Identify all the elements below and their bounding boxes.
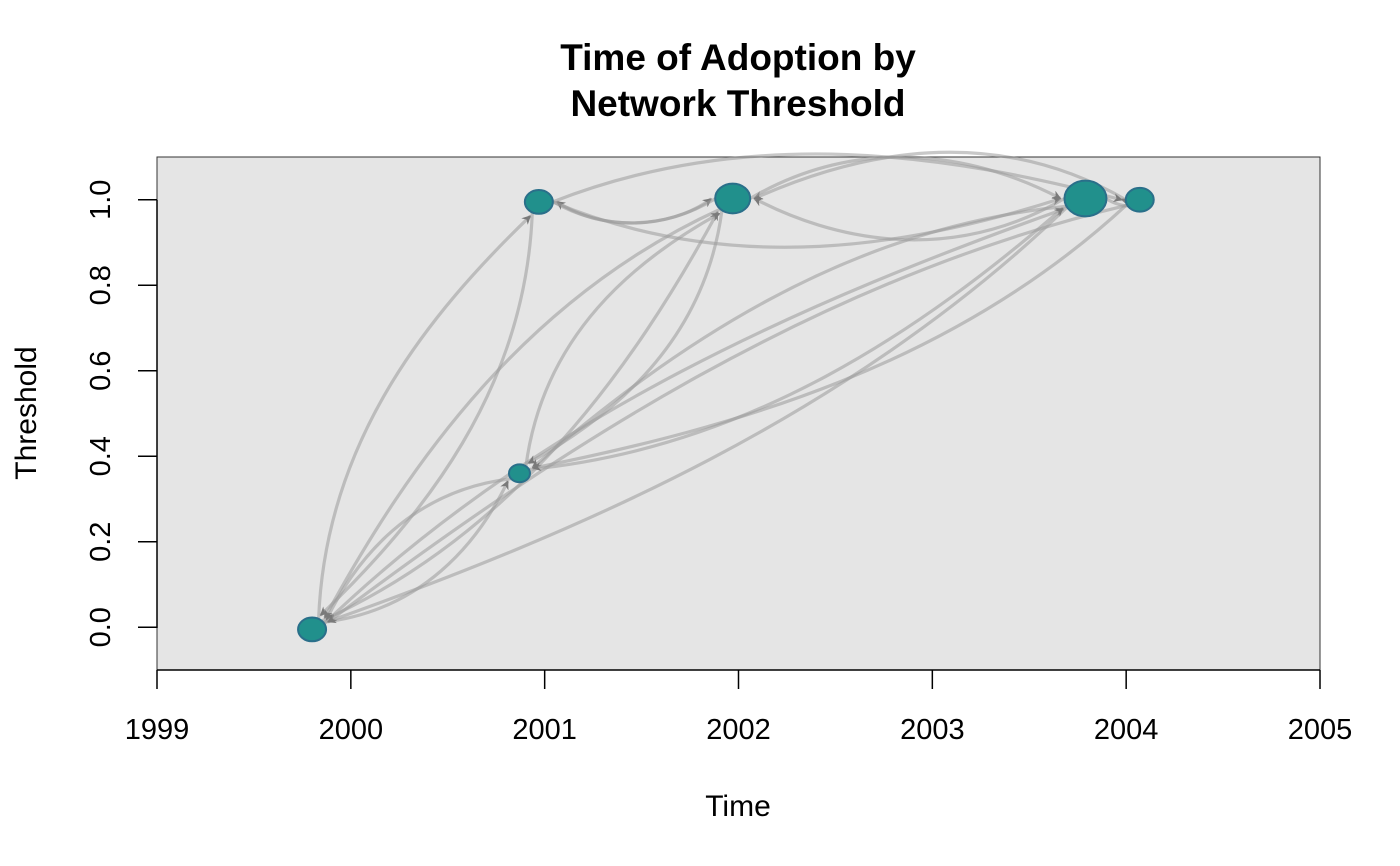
edge-n2-n4 (524, 211, 721, 467)
plot-area (156, 156, 1321, 671)
y-tick-label: 0.2 (85, 522, 117, 562)
edge-n6-n2 (531, 203, 1129, 471)
x-tick-label: 2001 (512, 714, 577, 746)
y-axis-label: Threshold (10, 346, 43, 479)
node-n4 (714, 182, 752, 215)
edge-n3-n6 (552, 152, 1123, 204)
edge-n6-n1 (327, 203, 1128, 624)
node-n3 (523, 188, 554, 215)
edge-n4-n5 (749, 155, 1062, 200)
nodes-layer (297, 179, 1155, 643)
y-tick-label: 1.0 (85, 180, 117, 220)
y-axis: 0.0 0.2 0.4 0.6 0.8 1.0 (85, 180, 158, 647)
edges-layer (317, 150, 1133, 625)
node-n5 (1063, 179, 1108, 218)
edge-n3-n1 (319, 212, 534, 617)
x-tick-label: 2000 (319, 714, 384, 746)
edge-n5-n1 (326, 206, 1069, 624)
node-n1 (297, 616, 328, 643)
x-axis-label: Time (705, 790, 771, 823)
chart-title-line-1: Time of Adoption by (560, 37, 916, 78)
edge-n1-n5 (323, 207, 1065, 625)
x-tick-label: 2002 (706, 714, 771, 746)
y-tick-label: 0.8 (85, 265, 117, 305)
x-tick-label: 1999 (125, 714, 190, 746)
x-tick-label: 2003 (900, 714, 965, 746)
edge-n3-n5 (552, 196, 1062, 249)
x-tick-label: 2004 (1094, 714, 1159, 746)
x-tick-label: 2005 (1288, 714, 1353, 746)
y-tick-label: 0.6 (85, 351, 117, 391)
y-tick-label: 0.0 (85, 607, 117, 647)
node-n6 (1124, 186, 1155, 213)
edge-n1-n3 (317, 214, 532, 619)
edge-n1-n2 (323, 480, 510, 624)
edge-n4-n1 (323, 207, 722, 619)
node-n2 (507, 463, 531, 484)
x-axis: 1999 2000 2001 2002 2003 2004 2005 (125, 669, 1353, 746)
edge-n5-n4 (753, 197, 1066, 242)
edge-n6-n4 (753, 150, 1127, 202)
chart-title-line-2: Network Threshold (570, 83, 905, 124)
edge-n2-n5 (528, 206, 1065, 472)
y-tick-label: 0.4 (85, 436, 117, 476)
